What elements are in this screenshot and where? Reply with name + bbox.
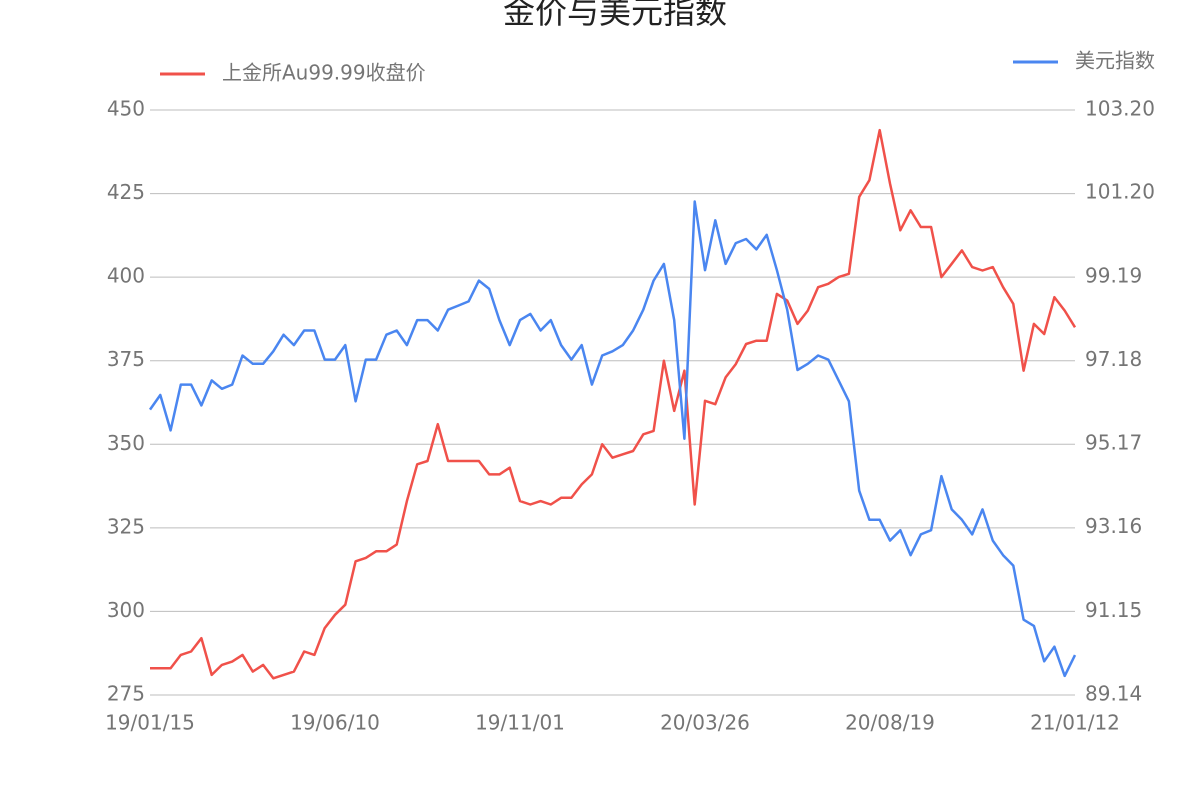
y2-tick-label: 89.14: [1085, 682, 1142, 706]
y2-tick-label: 91.15: [1085, 598, 1142, 622]
y-tick-label: 450: [107, 97, 145, 121]
y2-tick-label: 95.17: [1085, 431, 1142, 455]
x-tick-label: 19/06/10: [290, 711, 380, 735]
data-line: [150, 128, 1077, 680]
y2-tick-label: 99.19: [1085, 263, 1142, 287]
legend-label: 上金所Au99.99收盘价: [222, 61, 426, 85]
y-tick-label: 275: [107, 682, 145, 706]
y2-tick-label: 101.20: [1085, 180, 1155, 204]
y-tick-label: 350: [107, 431, 145, 455]
y2-tick-label: 97.18: [1085, 347, 1142, 371]
y-tick-label: 375: [107, 347, 145, 371]
y2-tick-label: 93.16: [1085, 514, 1142, 538]
x-tick-label: 21/01/12: [1030, 711, 1120, 735]
y2-tick-label: 103.20: [1085, 97, 1155, 121]
y-tick-label: 425: [107, 180, 145, 204]
legend-label: 美元指数: [1075, 49, 1155, 73]
data-line: [148, 200, 1077, 678]
x-tick-label: 20/08/19: [845, 711, 935, 735]
x-tick-label: 19/11/01: [475, 711, 565, 735]
chart-title: 金价与美元指数: [503, 0, 727, 31]
y-tick-label: 300: [107, 598, 145, 622]
x-tick-label: 20/03/26: [660, 711, 750, 735]
x-tick-label: 19/01/15: [105, 711, 195, 735]
y-tick-label: 325: [107, 514, 145, 538]
y-tick-label: 400: [107, 264, 145, 288]
